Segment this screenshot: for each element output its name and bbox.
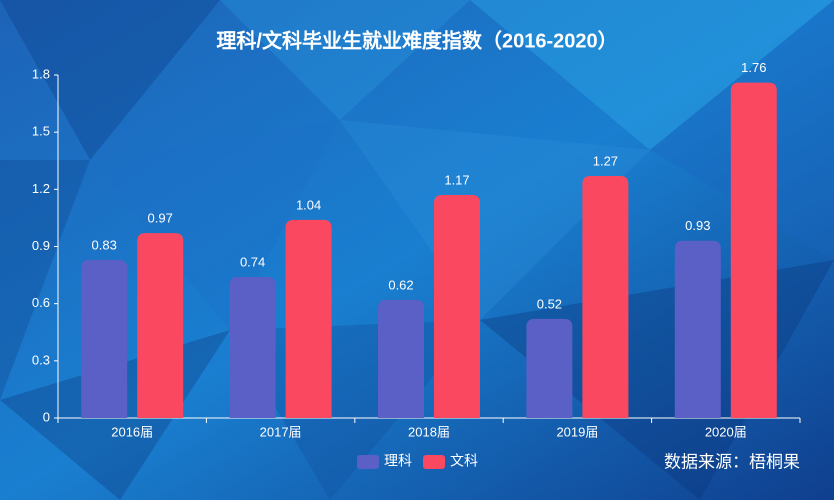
y-tick-label: 0.6 — [32, 295, 50, 310]
x-tick-label: 2020届 — [705, 424, 747, 439]
y-tick-label: 0 — [43, 409, 50, 424]
data-label: 0.83 — [92, 237, 117, 252]
data-label: 0.52 — [537, 296, 562, 311]
bar — [229, 276, 276, 418]
bar — [526, 318, 573, 418]
data-label: 1.17 — [444, 172, 469, 187]
data-label: 0.93 — [685, 218, 710, 233]
bar — [582, 175, 629, 418]
bar — [81, 259, 128, 418]
source-note: 数据来源：梧桐果 — [664, 452, 800, 471]
y-tick-label: 1.8 — [32, 66, 50, 81]
bar — [730, 82, 777, 418]
y-tick-label: 1.5 — [32, 124, 50, 139]
data-label: 1.76 — [741, 60, 766, 75]
bar — [137, 233, 184, 418]
bar — [434, 195, 480, 418]
y-tick-label: 0.9 — [32, 238, 50, 253]
legend-label: 理科 — [384, 453, 412, 469]
data-label: 0.97 — [148, 211, 173, 226]
y-tick-label: 0.3 — [32, 352, 50, 367]
y-tick-label: 1.2 — [32, 181, 50, 196]
bar — [674, 240, 721, 418]
legend-swatch — [357, 455, 379, 469]
bar — [285, 219, 332, 418]
x-tick-label: 2017届 — [260, 424, 302, 439]
data-label: 1.04 — [296, 197, 321, 212]
data-label: 1.27 — [593, 153, 618, 168]
x-tick-label: 2016届 — [111, 424, 153, 439]
legend-label: 文科 — [450, 453, 478, 469]
data-label: 0.62 — [388, 277, 413, 292]
data-label: 0.74 — [240, 254, 265, 269]
bar — [378, 299, 424, 418]
chart-title: 理科/文科毕业生就业难度指数（2016-2020） — [216, 28, 617, 52]
x-tick-label: 2019届 — [556, 424, 598, 439]
x-tick-label: 2018届 — [408, 424, 450, 439]
legend-swatch — [423, 455, 445, 469]
